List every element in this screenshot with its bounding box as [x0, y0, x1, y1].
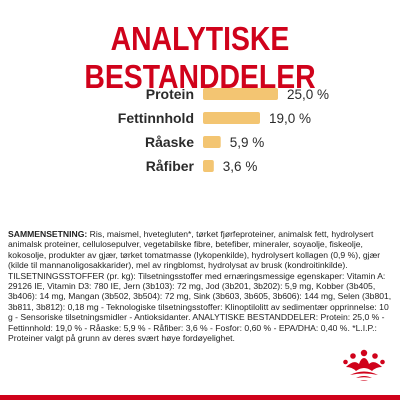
value-label: 3,6 %	[223, 159, 258, 174]
bar	[203, 136, 221, 148]
bottom-rule	[0, 395, 400, 400]
page-title: ANALYTISKE BESTANDDELER	[84, 20, 316, 95]
nutrient-bar-chart: Protein 25,0 % Fettinnhold 19,0 % Råaske 5,9 …	[118, 86, 329, 174]
category-label: Protein	[146, 86, 194, 102]
ingredients-body: Ris, maismel, hvetegluten*, tørket fjørf…	[8, 229, 392, 344]
bar	[203, 160, 214, 172]
ingredients-text: SAMMENSETNING: Ris, maismel, hvetegluten…	[8, 229, 392, 343]
category-label: Råfiber	[146, 158, 195, 174]
category-label: Fettinnhold	[118, 110, 194, 126]
value-label: 25,0 %	[287, 87, 329, 102]
ingredients-heading: SAMMENSETNING:	[8, 229, 88, 239]
bar	[203, 112, 260, 124]
value-label: 5,9 %	[230, 135, 265, 150]
royal-canin-crown-logo	[343, 349, 385, 381]
category-label: Råaske	[145, 134, 194, 150]
bar	[203, 88, 278, 100]
value-label: 19,0 %	[269, 111, 311, 126]
